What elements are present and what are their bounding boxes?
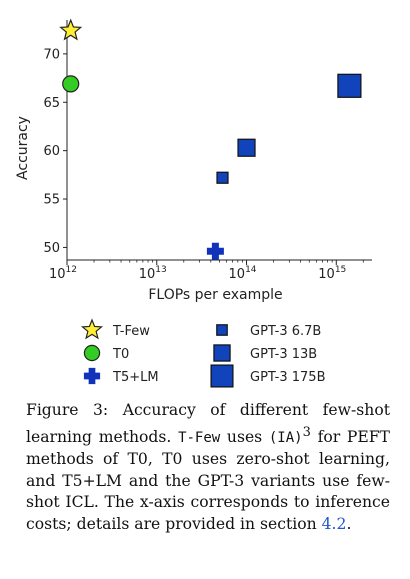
legend-marker-gpt-3-6-7b <box>216 324 228 336</box>
caption-text-3: for PEFT methods of T0, T0 uses zero-sho… <box>26 427 390 533</box>
caption-code-ia3: (IA) <box>268 429 303 446</box>
point-t5-lm <box>206 242 224 260</box>
legend-label-gpt-3-6-7b: GPT-3 6.7B <box>250 324 321 339</box>
point-t0 <box>62 75 80 93</box>
legend-label-t0: T0 <box>112 347 129 362</box>
caption-label: Figure 3: <box>26 401 109 419</box>
caption-text-1: Accuracy of different few-shot learning … <box>26 401 390 446</box>
legend-marker-t5-lm <box>83 367 101 385</box>
legend-marker-t-few <box>80 318 104 340</box>
axes: 50 55 60 65 70 1012 1013 1014 1015 FLOPs per exam… <box>15 20 372 303</box>
x-axis-label: FLOPs per example <box>148 287 282 303</box>
x-tick-label: 1014 <box>229 265 257 282</box>
point-gpt-3-6-7b <box>216 171 229 184</box>
legend: T-Few T0 T5+LM GPT-3 6.7B GPT-3 13B GPT-3 175… <box>80 318 326 388</box>
legend-label-t-few: T-Few <box>112 324 150 339</box>
caption-ia3-exponent: 3 <box>302 424 311 440</box>
legend-marker-t0 <box>83 344 101 362</box>
y-tick-label: 70 <box>43 47 60 62</box>
x-tick-label: 1015 <box>318 265 346 282</box>
x-tick-label: 1012 <box>49 265 77 282</box>
point-gpt-3-175b <box>337 73 362 98</box>
section-link[interactable]: 4.2 <box>321 514 347 533</box>
legend-label-gpt-3-175b: GPT-3 175B <box>250 370 326 385</box>
caption-end: . <box>346 514 352 533</box>
y-tick-label: 55 <box>43 193 60 208</box>
figure-caption: Figure 3: Accuracy of different few-shot… <box>26 400 390 535</box>
x-tick-label: 1013 <box>139 265 167 282</box>
scatter-chart: 50 55 60 65 70 1012 1013 1014 1015 FLOPs per exam… <box>15 18 372 388</box>
legend-label-gpt-3-13b: GPT-3 13B <box>250 347 317 362</box>
legend-label-t5-lm: T5+LM <box>112 370 159 385</box>
caption-code-tfew: T-Few <box>178 429 221 446</box>
point-gpt-3-13b <box>237 138 256 157</box>
point-t-few <box>59 18 83 41</box>
caption-text-2: uses <box>226 427 263 446</box>
y-axis-label: Accuracy <box>15 116 31 180</box>
y-tick-label: 65 <box>43 96 60 111</box>
data-points <box>59 18 362 260</box>
legend-marker-gpt-3-13b <box>213 344 231 362</box>
legend-marker-gpt-3-175b <box>210 364 234 388</box>
y-tick-label: 50 <box>43 241 60 256</box>
y-tick-label: 60 <box>43 144 60 159</box>
